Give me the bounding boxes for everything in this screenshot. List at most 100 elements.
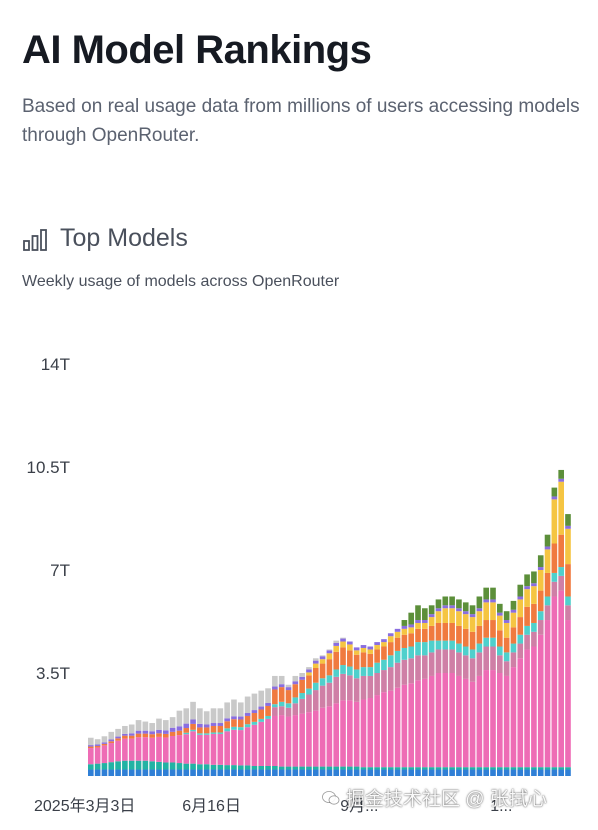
bar-segment [347,650,353,667]
x-tick-label: 2025年3月3日 [34,797,135,815]
x-tick-label: 6月16日 [182,798,241,815]
bar-segment [237,769,244,776]
bar-segment [333,651,340,670]
bar-stack [374,642,380,776]
bar-segment [319,766,326,770]
bar-segment [449,622,455,641]
bar-segment [503,611,510,621]
bar-segment [490,599,496,603]
bar-segment [531,631,537,647]
bar-segment [360,769,367,776]
bar-segment [156,761,162,770]
bar-segment [503,622,510,638]
bar-segment [190,763,196,770]
bar-segment [367,653,374,668]
bar-segment [312,682,319,691]
bar-segment [401,620,408,626]
bar-segment [251,710,258,714]
bar-segment [142,721,149,731]
bar-segment [326,706,333,767]
bar-segment [203,769,210,776]
bar-segment [503,767,510,770]
bar-segment [190,723,196,730]
bar-segment [483,599,489,603]
bar-segment [183,769,190,776]
bar-segment [524,625,530,635]
bar-segment [258,721,265,766]
bar-segment [558,478,564,482]
bar-segment [340,638,346,642]
y-tick-label: 7T [50,561,70,580]
bar-stack [258,690,265,776]
bar-segment [435,673,442,768]
bar-segment [422,642,428,656]
bar-segment [94,769,101,776]
bar-segment [299,679,305,694]
bar-segment [278,687,285,702]
bar-segment [122,725,128,734]
bar-segment [503,637,510,653]
bar-stack [367,646,374,776]
bar-stack [128,724,135,776]
bar-segment [558,769,564,776]
bar-segment [183,723,190,729]
bar-segment [272,765,278,770]
bar-segment [524,634,530,650]
bar-stack [558,469,564,776]
bar-segment [237,730,244,766]
bar-segment [442,673,449,768]
bar-segment [490,646,496,671]
bar-segment [442,608,449,623]
bar-stack [497,603,503,776]
bar-segment [265,705,271,716]
bar-segment [108,731,115,740]
bar-segment [101,745,108,764]
bar-segment [517,634,524,644]
bar-segment [415,655,421,681]
bar-segment [422,769,428,776]
bar-segment [169,717,176,728]
bar-segment [169,727,176,732]
bar-segment [374,642,380,646]
bar-segment [299,769,305,776]
bar-stack [428,605,435,776]
bar-segment [162,730,169,734]
bar-segment [265,769,271,776]
bar-segment [456,643,462,653]
bar-segment [94,747,101,764]
bar-segment [312,663,319,668]
bar-stack [210,708,217,776]
bar-segment [115,769,121,776]
bar-segment [490,637,496,647]
bar-segment [469,617,476,632]
bar-segment [381,767,387,770]
bar-segment [156,729,162,734]
bar-segment [319,655,326,657]
bar-segment [122,738,128,761]
bar-segment [503,652,510,662]
bar-segment [483,637,489,647]
bar-segment [490,620,496,638]
bar-segment [347,766,353,770]
bar-segment [435,599,442,609]
bar-stack [381,639,387,776]
bar-segment [278,715,285,767]
bar-segment [558,534,564,568]
bar-segment [428,767,435,770]
bar-segment [476,611,483,626]
bar-segment [462,646,469,656]
bar-segment [203,727,210,734]
bar-segment [333,703,340,767]
bar-segment [101,736,108,743]
bar-segment [394,662,401,688]
bar-segment [456,652,462,676]
bar-segment [469,631,476,650]
bar-segment [387,655,394,668]
bar-segment [415,767,421,770]
bar-segment [347,666,353,676]
bar-stack [101,736,108,776]
bar-segment [367,646,374,650]
bar-segment [217,723,224,726]
bar-segment [128,735,135,739]
bar-segment [531,646,537,768]
